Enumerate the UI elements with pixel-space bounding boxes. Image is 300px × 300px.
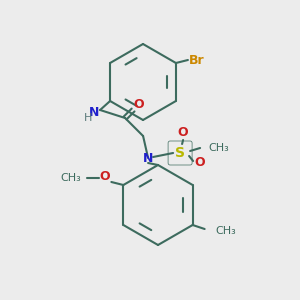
Text: CH₃: CH₃: [208, 143, 229, 153]
Text: Br: Br: [189, 53, 205, 67]
Text: S: S: [175, 146, 185, 160]
Text: O: O: [134, 98, 144, 110]
Text: H: H: [84, 113, 92, 123]
Text: N: N: [89, 106, 99, 119]
Text: N: N: [143, 152, 153, 166]
FancyBboxPatch shape: [168, 141, 192, 165]
Text: CH₃: CH₃: [61, 173, 81, 183]
Text: O: O: [195, 157, 206, 169]
Text: O: O: [178, 127, 188, 140]
Text: CH₃: CH₃: [216, 226, 236, 236]
Text: O: O: [99, 170, 110, 184]
